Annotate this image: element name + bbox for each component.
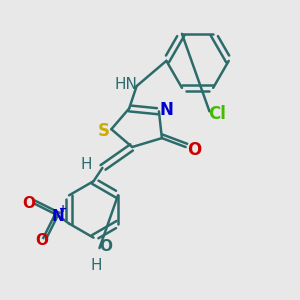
Text: O: O bbox=[35, 233, 48, 248]
Text: O: O bbox=[22, 196, 35, 211]
Text: Cl: Cl bbox=[208, 105, 226, 123]
Text: O: O bbox=[99, 239, 112, 254]
Text: N: N bbox=[159, 101, 173, 119]
Text: +: + bbox=[59, 204, 67, 214]
Text: H: H bbox=[91, 258, 102, 273]
Text: N: N bbox=[52, 209, 64, 224]
Text: S: S bbox=[98, 122, 110, 140]
Text: H: H bbox=[80, 158, 92, 172]
Text: O: O bbox=[188, 141, 202, 159]
Text: HN: HN bbox=[115, 77, 138, 92]
